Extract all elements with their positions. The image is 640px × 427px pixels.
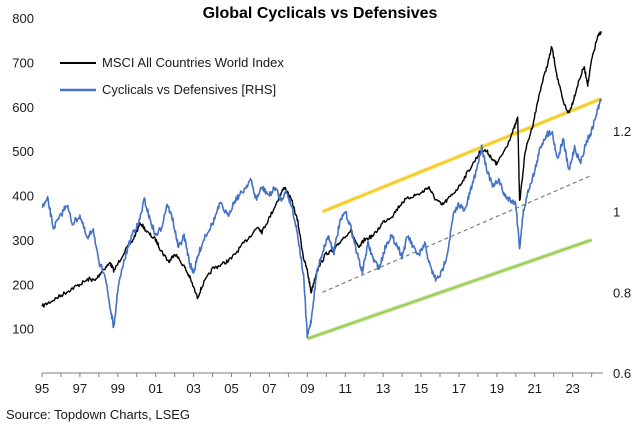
right-tick-label: 1.2 [613,124,631,139]
x-tick-label: 15 [414,381,428,396]
left-tick-label: 200 [12,277,34,292]
legend-label-msci: MSCI All Countries World Index [102,55,284,70]
x-tick-label: 99 [111,381,125,396]
left-tick-label: 700 [12,55,34,70]
x-tick-label: 19 [490,381,504,396]
left-tick-label: 300 [12,233,34,248]
upper-channel-line [322,98,602,213]
left-tick-label: 800 [12,11,34,26]
left-axis: 100 200 300 400 500 600 700 800 [12,11,34,337]
right-tick-label: 0.8 [613,285,631,300]
series-lines [41,31,602,339]
trend-channels [306,96,602,341]
right-axis: 0.6 0.8 1 1.2 [613,124,631,381]
right-tick-label: 1 [613,205,620,220]
legend-label-cyclicals: Cyclicals vs Defensives [RHS] [102,82,276,97]
x-tick-label: 21 [528,381,542,396]
right-tick-label: 0.6 [613,366,631,381]
cyclicals-vs-defensives-line [41,98,602,339]
legend: MSCI All Countries World Index Cyclicals… [60,55,284,97]
source-note: Source: Topdown Charts, LSEG [6,407,190,422]
left-tick-label: 600 [12,100,34,115]
left-tick-label: 500 [12,144,34,159]
x-tick-label: 97 [73,381,87,396]
x-tick-label: 95 [35,381,49,396]
chart-title: Global Cyclicals vs Defensives [203,5,438,22]
x-tick-label: 17 [452,381,466,396]
x-tick-label: 23 [565,381,579,396]
mid-trend-line [322,174,592,293]
left-tick-label: 100 [12,322,34,337]
x-tick-label: 03 [186,381,200,396]
x-axis: 95 97 99 01 03 05 07 09 11 13 15 17 19 21 23 [35,372,603,396]
left-tick-label: 400 [12,189,34,204]
x-tick-label: 09 [300,381,314,396]
msci-acwi-line [41,31,602,308]
lower-channel-line [307,239,592,340]
x-tick-label: 11 [338,381,352,396]
x-tick-label: 13 [376,381,390,396]
x-tick-label: 07 [262,381,276,396]
x-tick-label: 05 [224,381,238,396]
x-tick-label: 01 [148,381,162,396]
